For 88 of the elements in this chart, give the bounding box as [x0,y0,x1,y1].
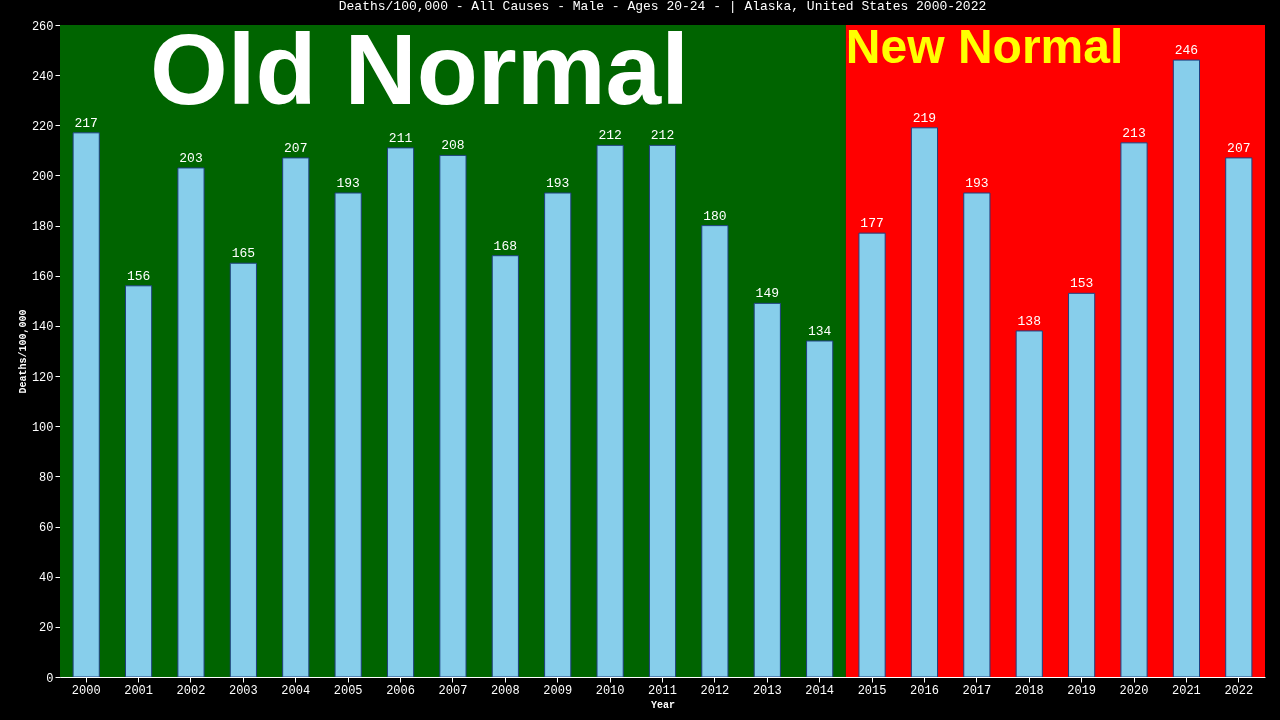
x-tick-label: 2022 [1224,683,1254,698]
bar [1120,142,1148,678]
x-tick-label: 2015 [857,683,887,698]
bar [334,192,362,678]
data-label: 177 [860,216,884,232]
x-tick-label: 2005 [333,683,363,698]
bar [806,340,834,678]
y-tick-label: 40 [39,571,54,586]
data-label: 193 [336,176,360,192]
bar [439,154,467,678]
bar [229,262,257,678]
data-label: 211 [388,130,413,146]
x-tick-label: 2010 [595,683,625,698]
x-tick-label: 2002 [176,683,206,698]
x-axis-title: Year [650,699,676,711]
y-tick-label: 200 [31,169,54,184]
bar [1015,330,1043,678]
data-label: 213 [1122,125,1146,141]
bar [1172,59,1201,678]
x-tick-label: 2000 [71,683,101,698]
y-tick-label: 220 [31,119,54,134]
bar [963,192,991,678]
data-label: 207 [1227,140,1251,156]
data-label: 212 [598,128,622,144]
bar [124,285,153,678]
bar [1225,157,1253,678]
x-tick-label: 2003 [228,683,258,698]
x-tick-label: 2017 [962,683,992,698]
x-tick-label: 2006 [386,683,415,698]
y-tick-label: 80 [39,470,54,485]
y-tick-label: 20 [39,621,54,636]
bar [596,144,624,678]
y-tick-label: 260 [31,19,54,34]
data-label: 153 [1069,276,1094,292]
data-label: 208 [441,138,465,154]
data-label: 149 [755,286,779,302]
y-tick-label: 120 [31,370,54,385]
x-tick-label: 2012 [700,683,730,698]
y-tick-label: 60 [39,521,54,536]
bar [910,127,939,678]
data-label: 207 [284,140,308,156]
bar [491,255,519,678]
data-label: 165 [231,246,256,262]
bar [177,167,205,678]
data-label: 193 [546,176,570,192]
bar [386,147,415,678]
data-label: 246 [1174,43,1199,59]
y-tick-label: 100 [31,420,54,435]
x-tick-label: 2001 [124,683,153,698]
x-tick-label: 2011 [648,683,677,698]
data-label: 180 [703,208,727,224]
x-tick-label: 2008 [490,683,520,698]
data-label: 168 [493,238,518,254]
x-tick-label: 2016 [910,683,939,698]
y-tick-label: 140 [31,320,54,335]
x-tick-label: 2019 [1067,683,1097,698]
data-label: 134 [807,323,832,339]
y-tick-label: 160 [31,270,54,285]
x-tick-label: 2018 [1014,683,1044,698]
x-tick-label: 2020 [1119,683,1149,698]
x-tick-label: 2007 [438,683,468,698]
data-label: 193 [965,176,989,192]
data-label: 156 [126,268,151,284]
y-tick-label: 0 [46,671,54,686]
x-tick-label: 2013 [752,683,782,698]
data-label: 217 [74,115,98,131]
bar [858,232,886,678]
y-axis-title: Deaths/100,000 [17,309,29,394]
bar [701,225,729,678]
x-tick-label: 2021 [1172,683,1201,698]
x-tick-label: 2014 [805,683,835,698]
chart-title: Deaths/100,000 - All Causes - Male - Ages 20-24 - | Alaska, United States 2000-2022 [338,0,987,14]
data-label: 138 [1017,313,1041,329]
data-label: 219 [912,110,937,126]
data-label: 212 [650,128,675,144]
band-label: Old Normal [150,13,689,125]
bar [544,192,572,678]
y-tick-label: 240 [31,69,54,84]
bar [282,157,310,678]
band-label: New Normal [845,20,1124,73]
y-tick-label: 180 [31,220,54,235]
bar [648,144,677,678]
bar [1068,292,1096,678]
bar [72,132,100,678]
data-label: 203 [179,150,203,166]
x-tick-label: 2004 [281,683,311,698]
bar [753,302,781,678]
x-tick-label: 2009 [543,683,573,698]
